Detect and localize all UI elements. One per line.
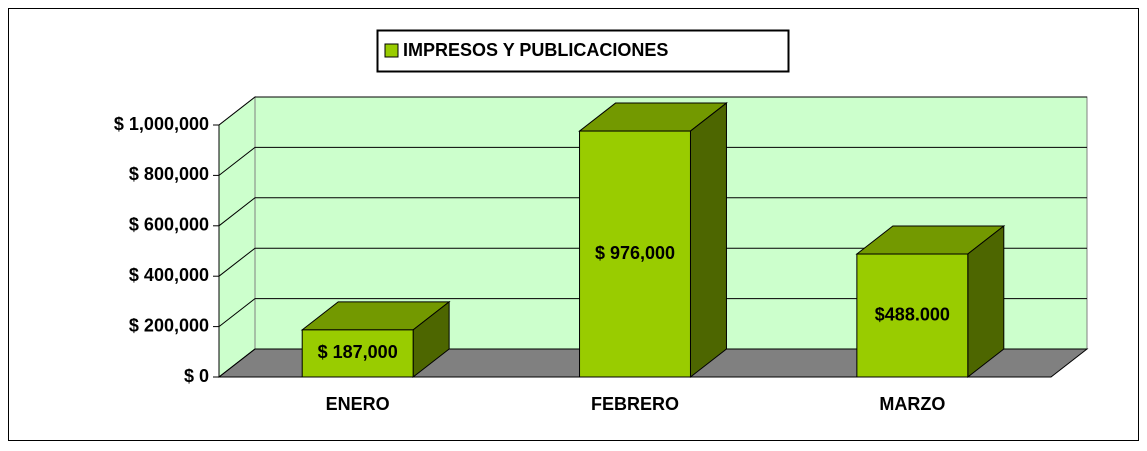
y-tick-label: $ 0 (184, 366, 209, 386)
x-tick-label: ENERO (326, 394, 390, 414)
grid-line (218, 348, 1087, 378)
bar (301, 329, 414, 378)
side-wall (218, 95, 256, 379)
x-tick-label: MARZO (879, 394, 945, 414)
data-label: $ 187,000 (318, 342, 398, 362)
y-tick-label: $ 1,000,000 (114, 114, 209, 134)
grid-line (218, 197, 1087, 227)
y-tick-label: $ 200,000 (129, 315, 209, 335)
legend-box (376, 29, 790, 73)
legend-swatch (384, 43, 399, 58)
y-tick-label: $ 800,000 (129, 164, 209, 184)
bar (579, 130, 691, 378)
y-tick-label: $ 400,000 (129, 265, 209, 285)
grid-line (218, 146, 1087, 176)
bar (856, 253, 969, 378)
data-label: $ 976,000 (595, 243, 675, 263)
bar-side (689, 102, 727, 379)
grid-line (218, 298, 1087, 327)
x-tick-label: FEBRERO (591, 394, 679, 414)
grid-line (218, 96, 1087, 126)
grid-line (218, 247, 1087, 277)
data-label: $488.000 (875, 304, 950, 324)
y-tick-label: $ 600,000 (129, 215, 209, 235)
legend-label: IMPRESOS Y PUBLICACIONES (403, 40, 668, 60)
